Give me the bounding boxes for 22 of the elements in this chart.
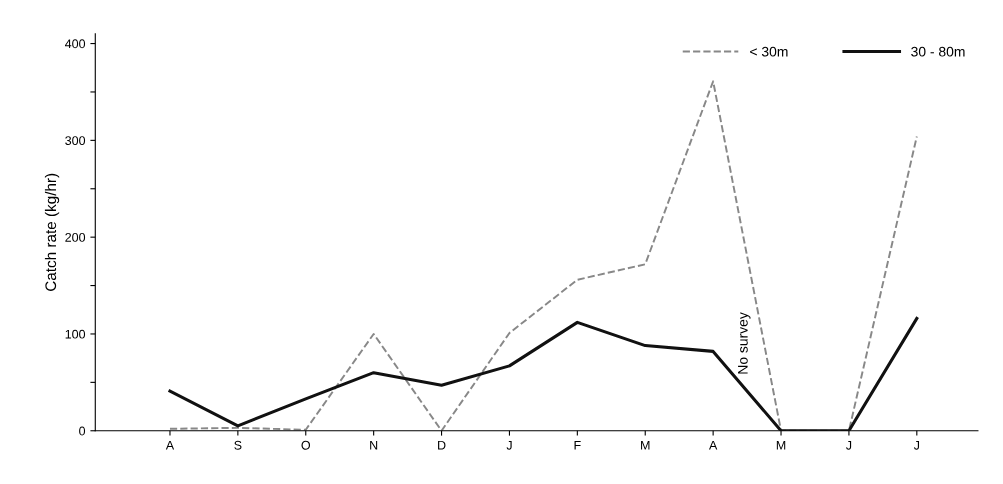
x-tick-label: O xyxy=(301,440,311,450)
y-tick-label: 100 xyxy=(65,329,86,339)
x-tick-label: J xyxy=(913,440,920,450)
x-tick-label: J xyxy=(845,440,852,450)
x-tick-label: S xyxy=(234,440,242,450)
annotation: No survey xyxy=(738,312,751,374)
x-tick-label: M xyxy=(641,440,650,450)
x-tick-label: M xyxy=(776,440,786,450)
x-tick-label: D xyxy=(438,440,446,450)
y-tick-label: 200 xyxy=(65,232,86,242)
x-tick-label: F xyxy=(574,440,581,450)
y-axis-title: Catch rate (kg/hr) xyxy=(44,173,60,291)
x-tick-label: J xyxy=(506,440,512,450)
line-series xyxy=(169,80,918,431)
x-tick-label: N xyxy=(370,440,378,450)
y-tick-label: 400 xyxy=(65,39,86,49)
y-tick-label: 0 xyxy=(79,426,86,436)
legend-label: 30 - 80m xyxy=(911,46,965,57)
x-tick-label: A xyxy=(708,440,718,450)
y-tick-label: 300 xyxy=(65,136,86,146)
legend-label: < 30m xyxy=(750,46,788,57)
x-tick-label: A xyxy=(165,440,175,450)
